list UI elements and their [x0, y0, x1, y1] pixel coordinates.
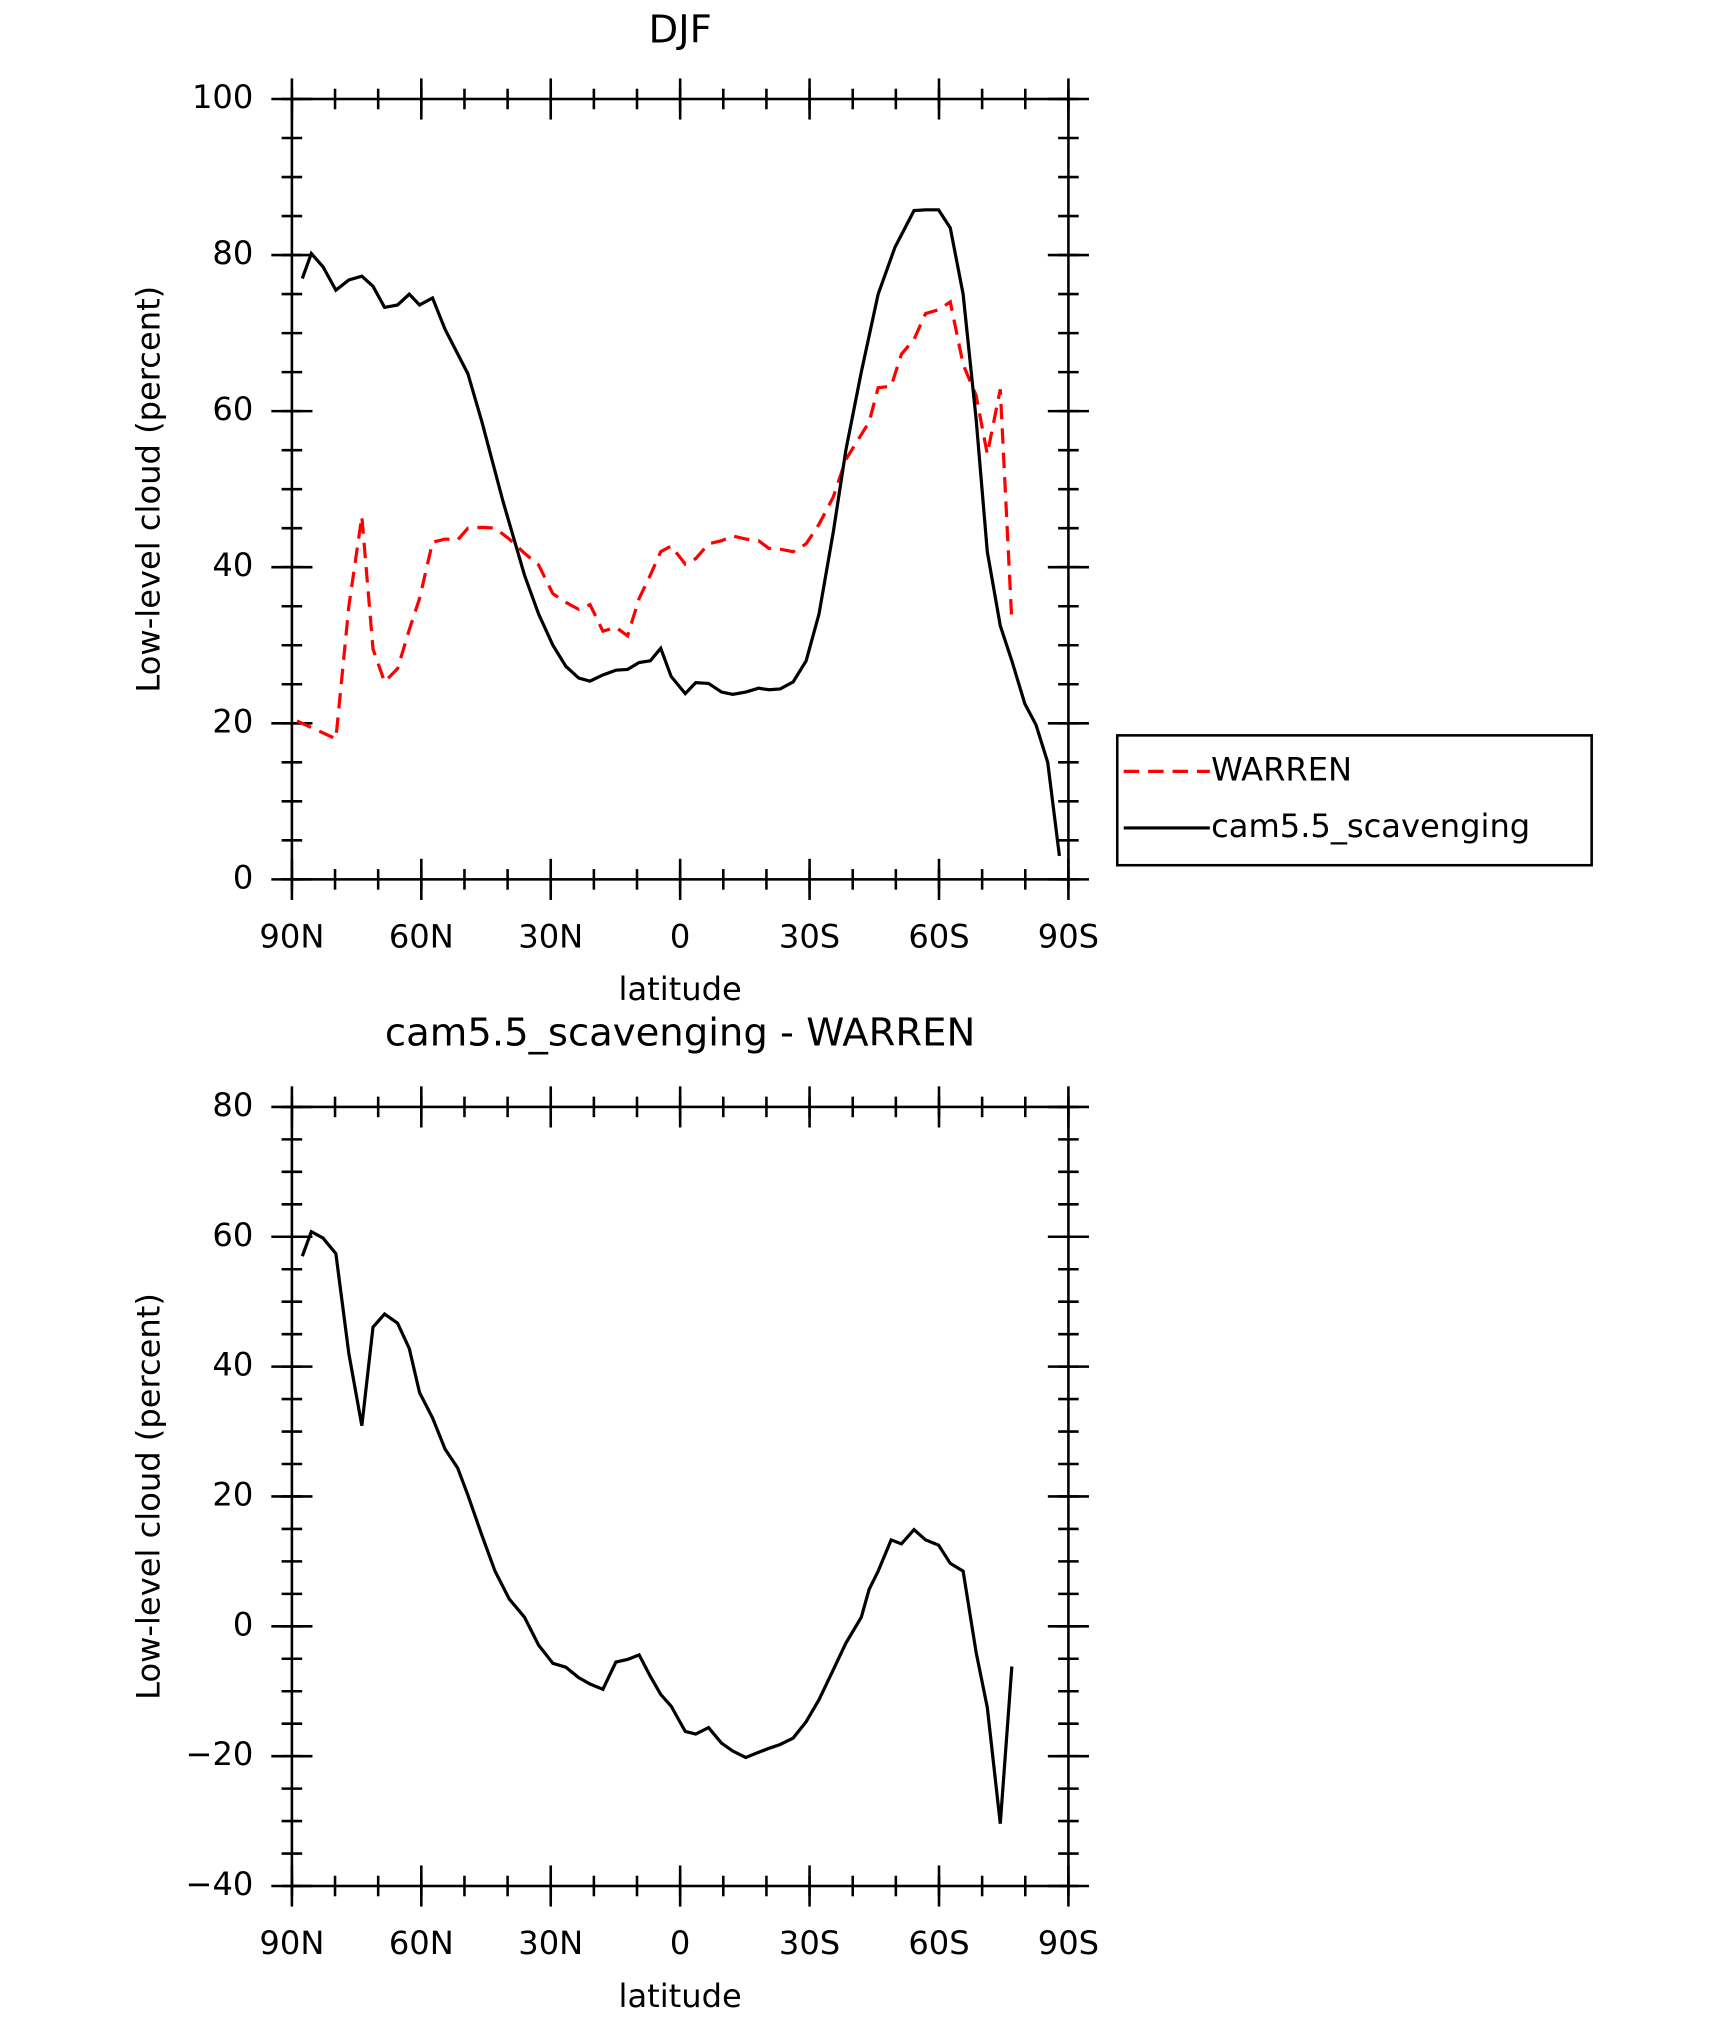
x-tick-label: 30N	[518, 1924, 583, 1962]
x-tick-label: 60S	[908, 918, 969, 956]
y-tick-label: 80	[212, 234, 253, 272]
y-tick-label: 40	[212, 1346, 253, 1384]
x-tick-label: 90N	[259, 1924, 324, 1962]
legend-label: cam5.5_scavenging	[1211, 807, 1530, 845]
x-tick-label: 90S	[1038, 1924, 1099, 1962]
x-tick-label: 30N	[518, 918, 583, 956]
y-tick-label: 60	[212, 390, 253, 428]
legend-box	[1115, 734, 1593, 867]
y-tick-label: 20	[212, 1475, 253, 1513]
chart-title: cam5.5_scavenging - WARREN	[385, 1010, 975, 1055]
y-tick-label: 0	[233, 858, 253, 896]
x-tick-label: 30S	[779, 918, 840, 956]
data-line	[300, 1229, 1014, 1824]
y-tick-label: 40	[212, 546, 253, 584]
x-tick-label: 60N	[389, 1924, 454, 1962]
x-tick-label: 0	[670, 1924, 690, 1962]
x-tick-label: 90S	[1038, 918, 1099, 956]
y-tick-label: 0	[233, 1605, 253, 1643]
y-tick-label: −20	[186, 1735, 254, 1773]
plot-frame	[290, 1105, 1070, 1888]
y-tick-label: 80	[212, 1086, 253, 1124]
y-tick-label: 60	[212, 1216, 253, 1254]
legend-label: WARREN	[1211, 750, 1352, 788]
y-tick-label: 100	[192, 78, 253, 116]
x-tick-label: 90N	[259, 918, 324, 956]
x-axis-label: latitude	[619, 1977, 742, 2015]
x-tick-label: 30S	[779, 1924, 840, 1962]
x-tick-label: 60N	[389, 918, 454, 956]
y-axis-label: Low-level cloud (percent)	[129, 1293, 167, 1700]
x-axis-label: latitude	[619, 970, 742, 1008]
data-line	[296, 299, 1014, 742]
y-tick-label: 20	[212, 702, 253, 740]
x-tick-label: 60S	[908, 1924, 969, 1962]
chart-title: DJF	[649, 8, 712, 53]
x-tick-label: 0	[670, 918, 690, 956]
y-tick-label: −40	[186, 1865, 254, 1903]
y-axis-label: Low-level cloud (percent)	[129, 286, 167, 693]
plot-frame	[290, 97, 1070, 881]
data-line	[300, 208, 1062, 857]
